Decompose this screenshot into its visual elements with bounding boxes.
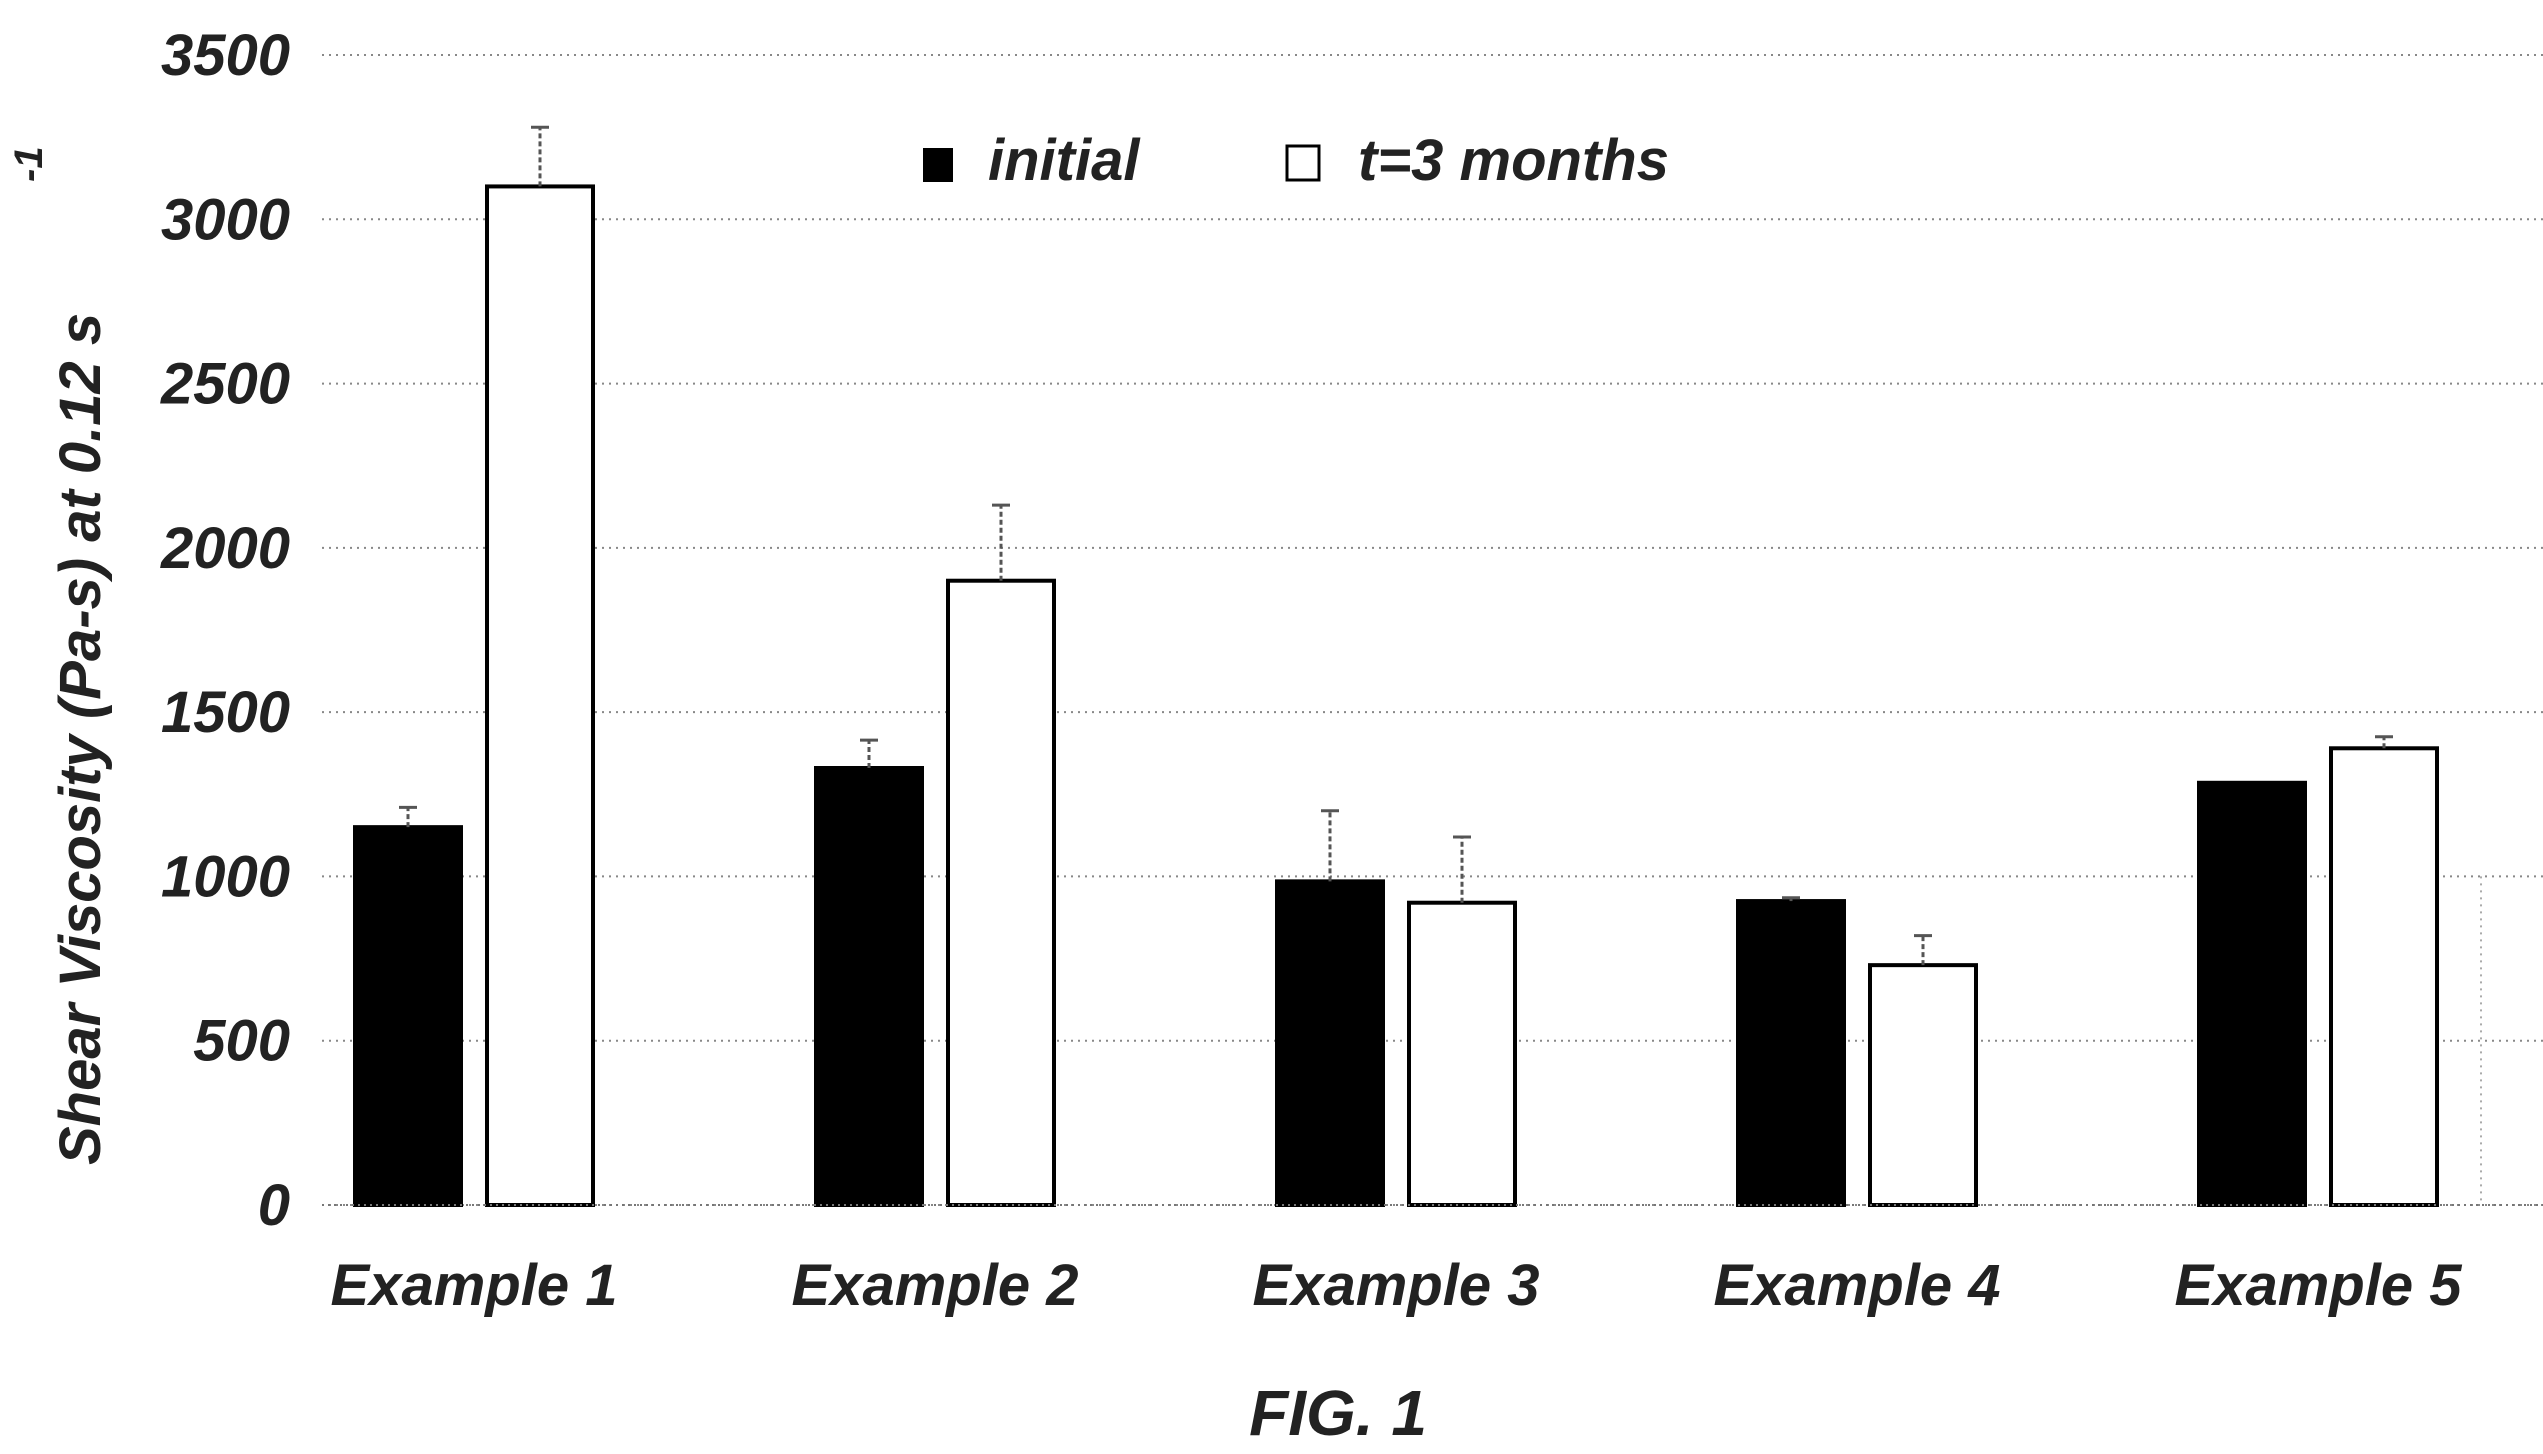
legend-label-initial: initial	[988, 128, 1141, 193]
y-tick-label: 2500	[160, 352, 290, 417]
x-tick-label: Example 5	[2175, 1253, 2463, 1318]
bar-t-3-months-1	[485, 184, 595, 1207]
bar-initial-1	[353, 825, 463, 1208]
y-axis-title-superscript: -1	[7, 146, 51, 182]
x-tick-label: Example 4	[1714, 1253, 2001, 1318]
x-tick-label: Example 1	[331, 1253, 618, 1318]
bar-t-3-months-2	[946, 578, 1056, 1207]
y-tick-label: 1000	[161, 844, 290, 909]
y-tick-label: 2000	[160, 516, 290, 581]
bar-t-3-months-3	[1407, 900, 1517, 1207]
y-tick-label: 3500	[161, 23, 290, 88]
legend-label-3-months: t=3 months	[1358, 128, 1669, 193]
bar-initial-3	[1275, 879, 1385, 1207]
bars	[353, 125, 2439, 1208]
y-tick-label: 1500	[161, 680, 290, 745]
x-axis: Example 1 Example 2 Example 3 Example 4 Exam…	[322, 1204, 2543, 1318]
bar-initial-4	[1736, 899, 1846, 1207]
legend-swatch-3-months	[1285, 144, 1321, 182]
bar-t-3-months-5	[2329, 746, 2439, 1207]
x-tick-label: Example 2	[792, 1253, 1079, 1318]
legend: initial t=3 months	[923, 128, 1669, 193]
bar-initial-5	[2197, 780, 2307, 1207]
y-tick-label: 0	[258, 1173, 290, 1238]
bar-t-3-months-4	[1868, 963, 1978, 1208]
y-axis: 0 500 1000 1500 2000 2500 3000 3500	[160, 23, 290, 1238]
y-axis-title-main: Shear Viscosity (Pa-s) at 0.12 s	[48, 313, 113, 1165]
y-tick-label: 500	[193, 1009, 290, 1074]
legend-swatch-initial	[923, 148, 953, 182]
figure-caption: FIG. 1	[1249, 1377, 1427, 1449]
x-tick-label: Example 3	[1253, 1253, 1540, 1318]
bar-initial-2	[814, 766, 924, 1207]
y-axis-title: Shear Viscosity (Pa-s) at 0.12 s	[48, 313, 113, 1165]
y-tick-label: 3000	[161, 187, 290, 252]
grid-layer	[322, 54, 2543, 1206]
